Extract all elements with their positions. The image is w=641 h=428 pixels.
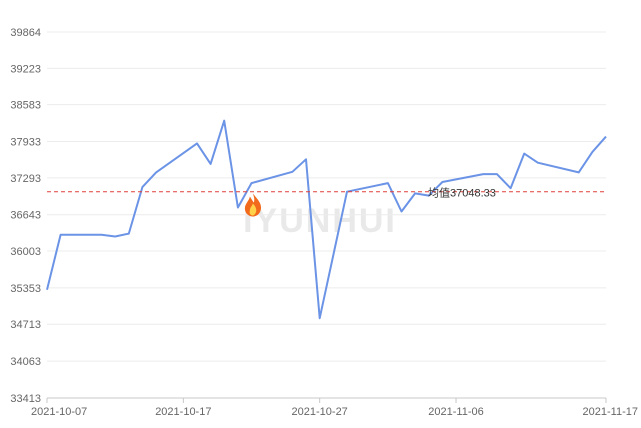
y-tick-label: 33413 xyxy=(10,393,41,405)
y-tick-label: 39223 xyxy=(10,63,41,75)
x-tick-label: 2021-10-17 xyxy=(155,406,211,418)
x-tick-label: 2021-10-27 xyxy=(292,406,348,418)
marker-layer xyxy=(245,194,261,217)
average-label: 均值37048.33 xyxy=(428,187,496,200)
watermark: IYUNHUI xyxy=(243,202,397,240)
y-tick-label: 38583 xyxy=(10,100,41,112)
x-tick-label: 2021-11-17 xyxy=(583,406,638,418)
y-tick-label: 34063 xyxy=(10,356,41,368)
y-tick-label: 34713 xyxy=(10,319,41,331)
y-tick-label: 37933 xyxy=(10,137,41,149)
average-layer: 均值37048.33 xyxy=(47,187,606,200)
x-tick-label: 2021-11-06 xyxy=(428,406,483,418)
y-tick-label: 39864 xyxy=(10,27,41,39)
y-tick-label: 36003 xyxy=(10,246,41,258)
y-tick-label: 36643 xyxy=(10,210,41,222)
fire-icon xyxy=(245,194,261,217)
x-tick-label: 2021-10-07 xyxy=(31,406,87,418)
y-tick-label: 37293 xyxy=(10,173,41,185)
grid-layer xyxy=(47,32,606,361)
y-tick-label: 35353 xyxy=(10,283,41,295)
